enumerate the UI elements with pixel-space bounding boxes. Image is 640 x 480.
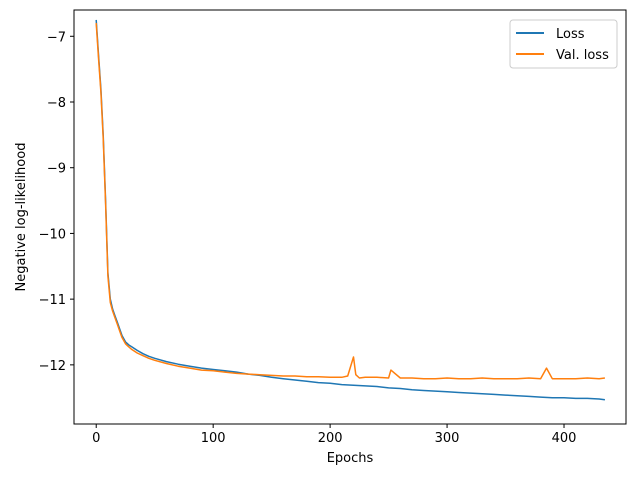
series-line-1 <box>95 23 605 380</box>
y-tick-label: −10 <box>39 227 66 242</box>
y-axis-label: Negative log-likelihood <box>14 143 29 292</box>
x-tick-label: 400 <box>552 431 577 446</box>
x-tick-label: 200 <box>318 431 343 446</box>
x-tick-label: 300 <box>435 431 460 446</box>
legend-entry: Loss <box>556 27 585 42</box>
y-tick-label: −12 <box>39 359 66 374</box>
y-tick-label: −7 <box>47 30 66 45</box>
series-line-0 <box>95 19 605 401</box>
series-lines <box>95 19 605 401</box>
y-tick-label: −8 <box>47 96 66 111</box>
x-tick-label: 100 <box>201 431 226 446</box>
axes-frame <box>73 9 627 425</box>
x-axis-label: Epochs <box>327 451 374 466</box>
y-tick-label: −9 <box>47 162 66 177</box>
x-tick-label: 0 <box>92 431 100 446</box>
y-axis-ticks: −7 −8 −9 −10 −11 −12 <box>39 30 74 374</box>
legend: Loss Val. loss <box>509 19 618 69</box>
x-axis-ticks: 0 100 200 300 400 <box>92 424 576 446</box>
legend-entry: Val. loss <box>556 48 609 63</box>
y-tick-label: −11 <box>39 293 66 308</box>
